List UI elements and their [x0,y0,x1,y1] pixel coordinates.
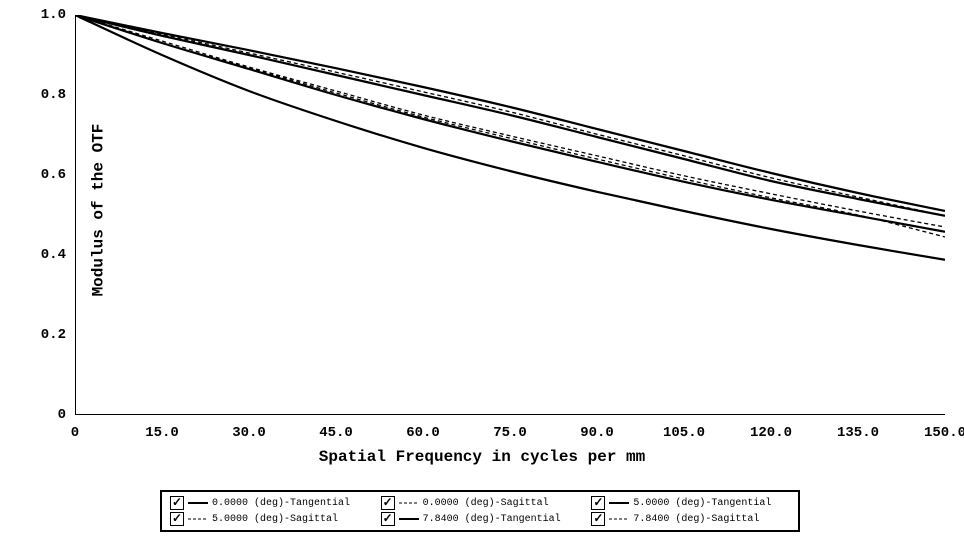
legend-item: 5.0000 (deg)-Sagittal [170,512,369,526]
series-line [75,15,945,232]
x-tick-label: 90.0 [580,425,614,441]
legend-checkbox-icon [381,496,395,510]
x-tick-label: 135.0 [837,425,879,441]
x-tick-label: 30.0 [232,425,266,441]
legend-line-sample [609,514,629,524]
y-tick-label: 0.2 [41,327,66,343]
y-tick-label: 1.0 [41,7,66,23]
legend-checkbox-icon [170,512,184,526]
y-tick-label: 0.8 [41,87,66,103]
legend-item: 0.0000 (deg)-Tangential [170,496,369,510]
y-tick-label: 0.6 [41,167,66,183]
legend-checkbox-icon [591,496,605,510]
legend-label: 0.0000 (deg)-Sagittal [423,498,549,509]
x-tick-label: 120.0 [750,425,792,441]
series-line [75,15,945,216]
legend-item: 7.8400 (deg)-Sagittal [591,512,790,526]
legend-line-sample [188,514,208,524]
series-line [75,15,945,237]
legend-box: 0.0000 (deg)-Tangential 0.0000 (deg)-Sagi… [160,490,800,532]
chart-plot-area [75,15,945,415]
x-tick-label: 45.0 [319,425,353,441]
legend-checkbox-icon [591,512,605,526]
legend-item: 0.0000 (deg)-Sagittal [381,496,580,510]
legend-label: 7.8400 (deg)-Tangential [423,514,561,525]
legend-item: 7.8400 (deg)-Tangential [381,512,580,526]
legend-line-sample [399,514,419,524]
y-tick-label: 0.4 [41,247,66,263]
legend-line-sample [188,498,208,508]
series-line [75,15,945,260]
legend-checkbox-icon [170,496,184,510]
x-tick-label: 0 [71,425,79,441]
legend-line-sample [399,498,419,508]
chart-svg [75,15,945,415]
legend-label: 5.0000 (deg)-Tangential [633,498,771,509]
legend-item: 5.0000 (deg)-Tangential [591,496,790,510]
legend-label: 5.0000 (deg)-Sagittal [212,514,338,525]
x-tick-label: 15.0 [145,425,179,441]
legend-label: 7.8400 (deg)-Sagittal [633,514,759,525]
x-tick-label: 150.0 [924,425,964,441]
x-tick-label: 60.0 [406,425,440,441]
legend-label: 0.0000 (deg)-Tangential [212,498,350,509]
x-tick-label: 75.0 [493,425,527,441]
legend-line-sample [609,498,629,508]
series-line [75,15,945,227]
legend-checkbox-icon [381,512,395,526]
x-axis-label: Spatial Frequency in cycles per mm [319,448,645,466]
x-tick-label: 105.0 [663,425,705,441]
y-tick-label: 0 [58,407,66,423]
